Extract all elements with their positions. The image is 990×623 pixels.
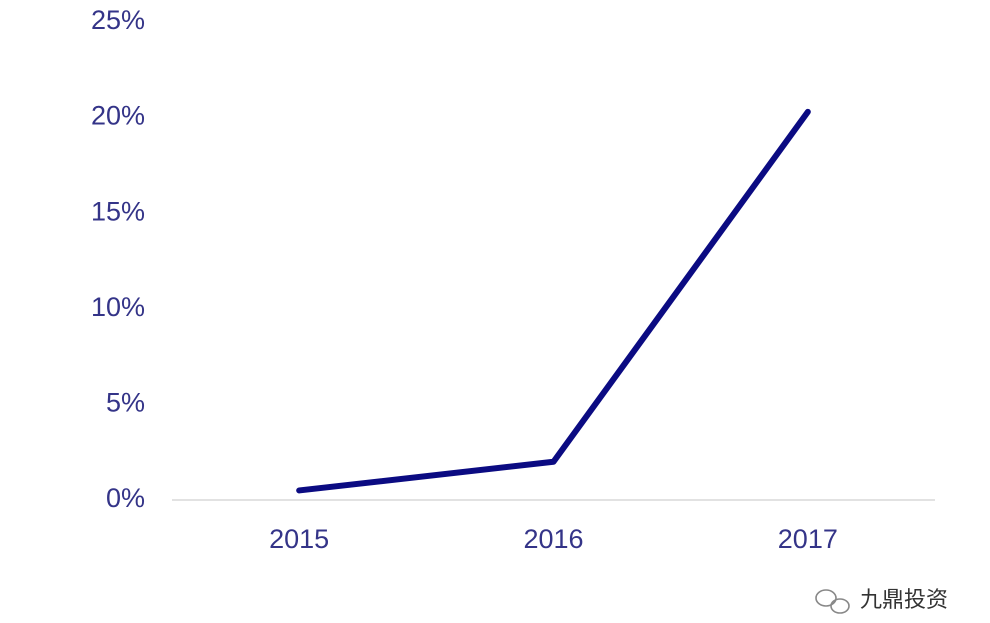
line <box>296 108 811 494</box>
x-tick-label: 2016 <box>523 524 583 554</box>
y-tick-label: 25% <box>91 5 145 35</box>
y-tick-label: 0% <box>106 483 145 513</box>
y-tick-label: 20% <box>91 101 145 131</box>
watermark: 九鼎投资 <box>860 588 948 613</box>
x-tick-label: 2017 <box>778 524 838 554</box>
x-tick-label: 2015 <box>269 524 329 554</box>
watermark-icon <box>815 589 850 614</box>
y-tick-label: 5% <box>106 388 145 418</box>
y-tick-label: 15% <box>91 196 145 226</box>
y-tick-label: 10% <box>91 292 145 322</box>
